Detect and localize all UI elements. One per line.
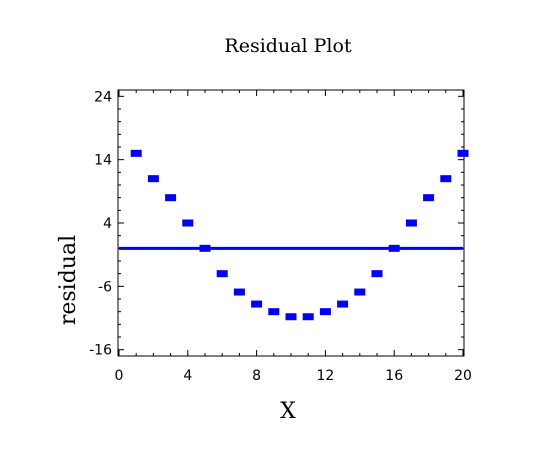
data-point [285, 313, 297, 321]
x-tick-label: 8 [252, 368, 261, 384]
data-point [423, 194, 435, 202]
data-point [302, 313, 314, 321]
data-point [405, 219, 417, 227]
data-point [233, 288, 245, 296]
data-point [130, 149, 142, 157]
data-point [354, 288, 366, 296]
data-point [388, 244, 400, 252]
y-axis-label: residual [56, 235, 81, 325]
data-point [457, 149, 469, 157]
data-point [165, 194, 177, 202]
x-tick-label: 12 [316, 368, 334, 384]
points-layer [130, 149, 469, 321]
x-tick-label: 16 [385, 368, 403, 384]
y-tick-label: -6 [98, 279, 112, 295]
y-tick-label: 14 [94, 153, 112, 169]
data-point [440, 175, 452, 183]
chart-title: Residual Plot [224, 35, 352, 57]
data-point [216, 270, 228, 278]
tick-labels-layer: 0 4 8 12 16 20 -16 -6 4 14 24 [89, 89, 472, 384]
data-point [319, 308, 331, 316]
x-tick-label: 0 [115, 368, 124, 384]
data-point [199, 244, 211, 252]
data-point [268, 308, 280, 316]
y-tick-label: 24 [94, 89, 112, 105]
x-axis-label: X [280, 399, 296, 424]
data-point [182, 219, 194, 227]
x-tick-label: 4 [183, 368, 192, 384]
y-tick-label: -16 [89, 343, 112, 359]
data-point [371, 270, 383, 278]
y-tick-label: 4 [103, 216, 112, 232]
x-tick-label: 20 [454, 368, 472, 384]
data-point [147, 175, 159, 183]
data-point [251, 300, 263, 308]
data-point [337, 300, 349, 308]
